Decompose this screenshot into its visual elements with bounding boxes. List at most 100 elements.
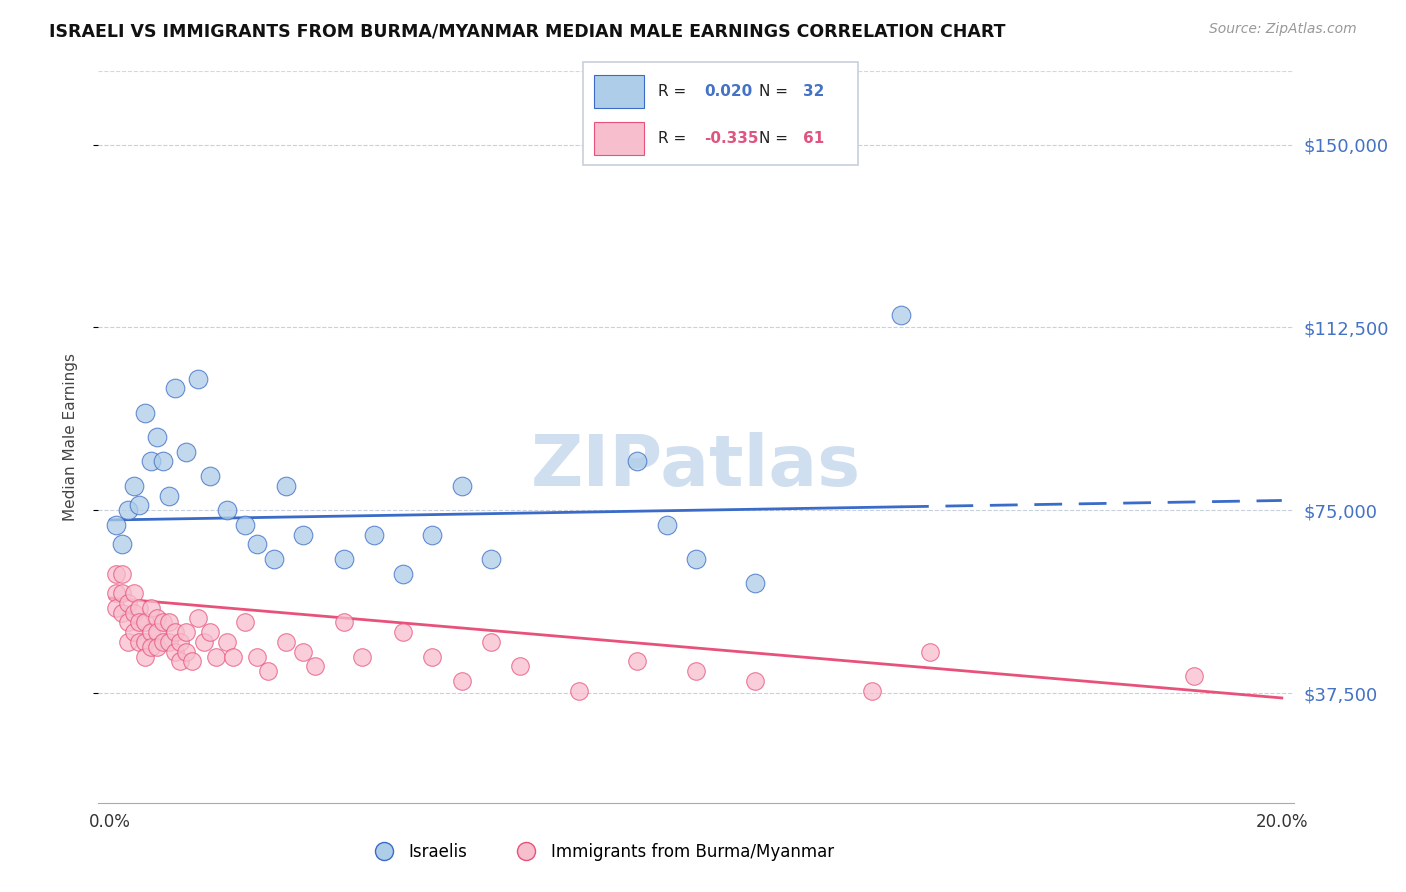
Point [744, 576, 766, 591]
Point [141, 640, 163, 654]
Point [169, 635, 191, 649]
Point [422, 527, 444, 541]
Point [117, 596, 139, 610]
Point [626, 454, 648, 468]
Text: 61: 61 [803, 131, 824, 146]
Point [274, 635, 297, 649]
Point [122, 606, 145, 620]
Point [105, 586, 128, 600]
Point [146, 430, 169, 444]
Point [744, 673, 766, 688]
Legend: Israelis, Immigrants from Burma/Myanmar: Israelis, Immigrants from Burma/Myanmar [360, 837, 841, 868]
Point [479, 635, 502, 649]
Point [204, 649, 226, 664]
Point [333, 552, 356, 566]
Point [392, 625, 415, 640]
Point [141, 625, 163, 640]
Point [128, 615, 150, 630]
Point [263, 552, 285, 566]
Point [193, 635, 215, 649]
Point [304, 659, 326, 673]
Text: ZIPatlas: ZIPatlas [531, 432, 860, 500]
Point [117, 503, 139, 517]
Point [233, 615, 256, 630]
Point [157, 635, 180, 649]
Point [146, 640, 169, 654]
Point [169, 654, 191, 668]
Point [568, 683, 591, 698]
Point [801, 113, 824, 128]
Point [450, 673, 472, 688]
Point [117, 635, 139, 649]
Text: 0.020: 0.020 [704, 84, 752, 99]
Text: R =: R = [658, 84, 690, 99]
Y-axis label: Median Male Earnings: Median Male Earnings [63, 353, 77, 521]
Point [187, 371, 209, 385]
Point [198, 625, 221, 640]
Text: N =: N = [759, 131, 793, 146]
Point [257, 664, 280, 678]
Text: N =: N = [759, 84, 793, 99]
Point [479, 552, 502, 566]
Point [181, 654, 204, 668]
Point [626, 654, 648, 668]
Point [117, 615, 139, 630]
Point [128, 600, 150, 615]
Point [152, 615, 174, 630]
Point [890, 308, 912, 322]
Point [105, 566, 128, 581]
Point [128, 499, 150, 513]
Point [246, 537, 269, 551]
Point [655, 517, 678, 532]
Point [157, 489, 180, 503]
Point [1182, 669, 1205, 683]
Point [163, 625, 186, 640]
Text: Source: ZipAtlas.com: Source: ZipAtlas.com [1209, 22, 1357, 37]
Point [141, 454, 163, 468]
FancyBboxPatch shape [595, 122, 644, 155]
Point [685, 552, 707, 566]
Text: 32: 32 [803, 84, 824, 99]
Point [233, 517, 256, 532]
Point [111, 586, 134, 600]
Point [134, 406, 156, 420]
Point [152, 635, 174, 649]
Point [292, 527, 315, 541]
FancyBboxPatch shape [583, 62, 858, 165]
Point [134, 615, 156, 630]
Point [128, 635, 150, 649]
Point [111, 537, 134, 551]
Point [174, 645, 197, 659]
Point [450, 479, 472, 493]
Point [111, 606, 134, 620]
Point [222, 649, 245, 664]
Point [363, 527, 385, 541]
Point [141, 600, 163, 615]
Point [217, 503, 239, 517]
Point [146, 625, 169, 640]
Point [134, 649, 156, 664]
Text: R =: R = [658, 131, 690, 146]
Point [174, 625, 197, 640]
Text: -0.335: -0.335 [704, 131, 759, 146]
Point [163, 381, 186, 395]
Point [122, 586, 145, 600]
Point [111, 566, 134, 581]
Point [187, 610, 209, 624]
Point [246, 649, 269, 664]
Point [920, 645, 942, 659]
Point [105, 600, 128, 615]
Point [157, 615, 180, 630]
Point [509, 659, 531, 673]
Point [134, 635, 156, 649]
Point [422, 649, 444, 664]
Point [392, 566, 415, 581]
Point [860, 683, 883, 698]
Point [105, 517, 128, 532]
Point [274, 479, 297, 493]
Point [122, 479, 145, 493]
Point [174, 444, 197, 458]
Point [198, 469, 221, 483]
Point [122, 625, 145, 640]
Point [152, 454, 174, 468]
